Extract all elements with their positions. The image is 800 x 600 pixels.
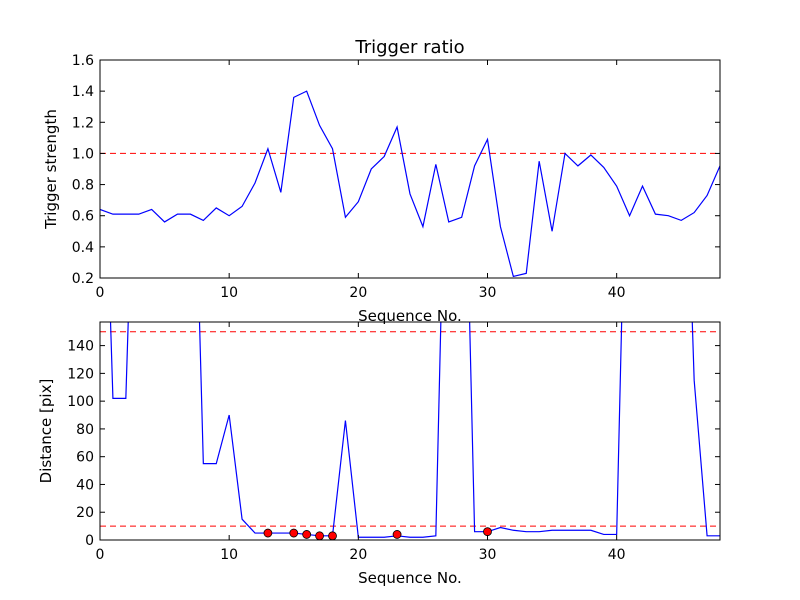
- chart-0: 0 10 20 30 40 0.2 0.4 0.6 0.8 1.0 1.2 1.4 1.6 Sequenc…: [42, 37, 721, 325]
- x-tick-label: 40: [608, 285, 626, 301]
- x-tick-label: 10: [220, 547, 238, 563]
- x-tick-label: 10: [220, 285, 238, 301]
- series-line-0: [109, 322, 720, 538]
- x-tick-label: 0: [96, 547, 105, 563]
- data-point: [328, 531, 337, 540]
- y-tick-label: 40: [76, 477, 94, 493]
- y-tick-label: 60: [76, 450, 94, 466]
- y-axis-label: Trigger strength: [42, 109, 60, 230]
- y-tick-label: 140: [67, 339, 94, 355]
- data-point: [289, 528, 299, 538]
- data-point: [315, 531, 324, 540]
- data-point: [483, 527, 492, 537]
- x-tick-label: 30: [479, 285, 497, 301]
- y-tick-label: 1.6: [72, 53, 94, 69]
- y-tick-label: 0.8: [72, 178, 94, 194]
- series-line-0: [100, 90, 720, 278]
- data-point: [392, 530, 402, 539]
- y-tick-label: 0: [85, 533, 94, 549]
- y-tick-label: 80: [76, 422, 94, 438]
- chart-1: 0 10 20 30 40 0 20 40 60 80 100 120 140 Sequence No. D…: [37, 321, 721, 587]
- y-tick-label: 0.2: [72, 271, 94, 287]
- x-tick-label: 40: [608, 547, 626, 563]
- x-axis-label: Sequence No.: [358, 569, 462, 587]
- y-axis-label: Distance [pix]: [37, 379, 55, 484]
- y-tick-label: 100: [67, 394, 94, 410]
- y-tick-label: 0.4: [72, 240, 94, 256]
- y-tick-label: 1.4: [72, 84, 94, 100]
- x-tick-label: 0: [96, 285, 105, 301]
- x-tick-label: 20: [349, 547, 367, 563]
- x-tick-label: 20: [349, 285, 367, 301]
- y-tick-label: 1.0: [72, 146, 94, 162]
- y-tick-label: 0.6: [72, 209, 94, 225]
- y-tick-label: 20: [76, 505, 94, 521]
- x-axis-label: Sequence No.: [358, 307, 462, 325]
- x-tick-label: 30: [479, 547, 497, 563]
- axes-frame: [99, 59, 721, 279]
- chart-title: Trigger ratio: [354, 37, 464, 58]
- data-point: [302, 530, 312, 539]
- y-tick-label: 1.2: [72, 115, 94, 131]
- y-tick-label: 120: [67, 366, 94, 382]
- axes-frame: [99, 321, 721, 541]
- data-point: [263, 528, 273, 538]
